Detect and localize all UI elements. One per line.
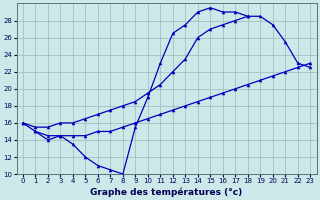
X-axis label: Graphe des températures (°c): Graphe des températures (°c): [91, 187, 243, 197]
